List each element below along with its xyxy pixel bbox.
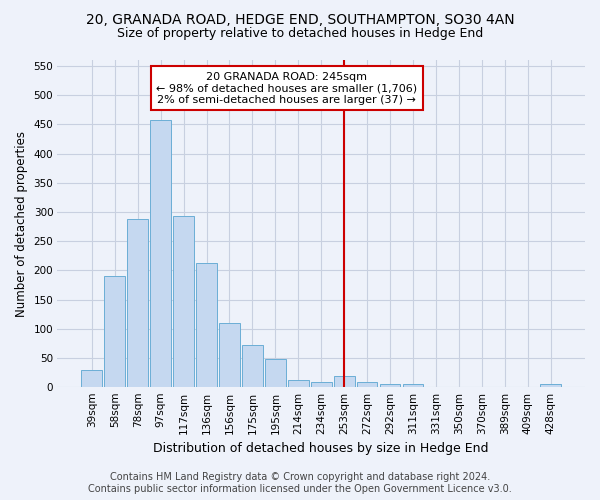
Bar: [334, 376, 355, 388]
Y-axis label: Number of detached properties: Number of detached properties: [15, 130, 28, 316]
Text: 20 GRANADA ROAD: 245sqm
← 98% of detached houses are smaller (1,706)
2% of semi-: 20 GRANADA ROAD: 245sqm ← 98% of detache…: [156, 72, 418, 105]
Bar: [265, 360, 286, 388]
Bar: [311, 382, 332, 388]
Bar: [82, 370, 102, 388]
Bar: [380, 384, 400, 388]
Bar: [104, 276, 125, 388]
Bar: [196, 264, 217, 388]
Bar: [403, 384, 424, 388]
X-axis label: Distribution of detached houses by size in Hedge End: Distribution of detached houses by size …: [154, 442, 489, 455]
Text: Contains HM Land Registry data © Crown copyright and database right 2024.
Contai: Contains HM Land Registry data © Crown c…: [88, 472, 512, 494]
Bar: [541, 384, 561, 388]
Bar: [242, 344, 263, 388]
Text: 20, GRANADA ROAD, HEDGE END, SOUTHAMPTON, SO30 4AN: 20, GRANADA ROAD, HEDGE END, SOUTHAMPTON…: [86, 12, 514, 26]
Bar: [150, 120, 171, 388]
Bar: [219, 323, 240, 388]
Bar: [127, 219, 148, 388]
Bar: [173, 216, 194, 388]
Bar: [288, 380, 308, 388]
Text: Size of property relative to detached houses in Hedge End: Size of property relative to detached ho…: [117, 28, 483, 40]
Bar: [357, 382, 377, 388]
